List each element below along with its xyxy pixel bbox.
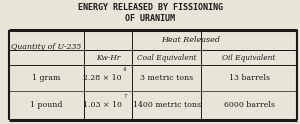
Text: 13 barrels: 13 barrels — [229, 74, 269, 82]
Text: ENERGY RELEASED BY FISSIONING: ENERGY RELEASED BY FISSIONING — [77, 3, 223, 12]
Text: 4: 4 — [123, 67, 127, 72]
Text: Kw-Hr: Kw-Hr — [96, 54, 120, 62]
Text: 1 pound: 1 pound — [30, 101, 63, 109]
Text: Heat Released: Heat Released — [161, 36, 220, 44]
Text: 7: 7 — [123, 94, 127, 99]
Text: 2.28 × 10: 2.28 × 10 — [83, 74, 122, 82]
Text: Oil Equivalent: Oil Equivalent — [222, 54, 276, 62]
Text: 6000 barrels: 6000 barrels — [224, 101, 274, 109]
Text: 1.03 × 10: 1.03 × 10 — [83, 101, 122, 109]
Text: Coal Equivalent: Coal Equivalent — [137, 54, 196, 62]
Text: 1400 metric tons: 1400 metric tons — [133, 101, 200, 109]
Text: OF URANIUM: OF URANIUM — [125, 14, 175, 23]
Text: 3 metric tons: 3 metric tons — [140, 74, 193, 82]
Text: 1 gram: 1 gram — [32, 74, 61, 82]
Text: Quantity of U-235: Quantity of U-235 — [11, 43, 82, 51]
